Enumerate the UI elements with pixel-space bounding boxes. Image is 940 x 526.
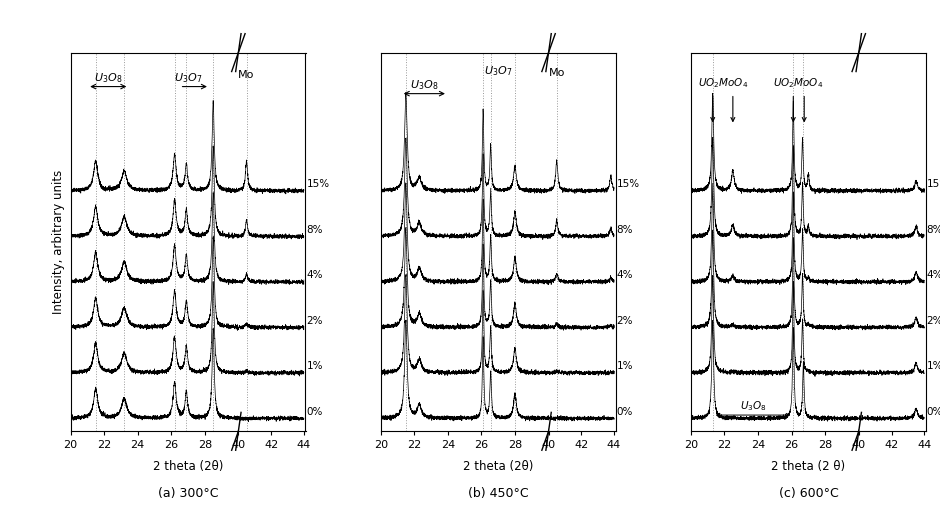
Text: 1%: 1% [306, 361, 322, 371]
Text: 4%: 4% [306, 270, 322, 280]
Text: $U_3O_7$: $U_3O_7$ [174, 71, 202, 85]
Text: 2%: 2% [306, 316, 322, 326]
Text: 15%: 15% [927, 179, 940, 189]
Text: 2%: 2% [617, 316, 633, 326]
Text: $UO_2MoO_4$: $UO_2MoO_4$ [774, 76, 823, 90]
Text: $U_3O_8$: $U_3O_8$ [740, 400, 766, 413]
Text: $U_3O_7$: $U_3O_7$ [484, 64, 512, 78]
Y-axis label: Intensity, arbitrary units: Intensity, arbitrary units [52, 170, 65, 314]
Text: 0%: 0% [306, 407, 322, 417]
Text: 4%: 4% [927, 270, 940, 280]
Text: 8%: 8% [306, 225, 322, 235]
Text: 8%: 8% [617, 225, 633, 235]
Text: (b) 450°C: (b) 450°C [468, 487, 528, 500]
Text: 1%: 1% [927, 361, 940, 371]
Text: $U_3O_8$: $U_3O_8$ [410, 78, 439, 92]
Text: 2 theta (2 θ): 2 theta (2 θ) [772, 460, 845, 473]
Text: 15%: 15% [306, 179, 329, 189]
Text: (c) 600°C: (c) 600°C [778, 487, 838, 500]
Text: 1%: 1% [617, 361, 633, 371]
Text: $UO_2MoO_4$: $UO_2MoO_4$ [697, 76, 748, 90]
Text: 2%: 2% [927, 316, 940, 326]
Text: 2 theta (2θ): 2 theta (2θ) [463, 460, 533, 473]
Text: (a) 300°C: (a) 300°C [158, 487, 218, 500]
Text: 15%: 15% [617, 179, 639, 189]
Text: 0%: 0% [927, 407, 940, 417]
Text: Mo: Mo [549, 68, 565, 78]
Text: $U_3O_8$: $U_3O_8$ [94, 71, 122, 85]
Text: 0%: 0% [617, 407, 633, 417]
Text: 4%: 4% [617, 270, 633, 280]
Text: 2 theta (2θ): 2 theta (2θ) [153, 460, 223, 473]
Text: Mo: Mo [239, 69, 255, 79]
Text: 8%: 8% [927, 225, 940, 235]
